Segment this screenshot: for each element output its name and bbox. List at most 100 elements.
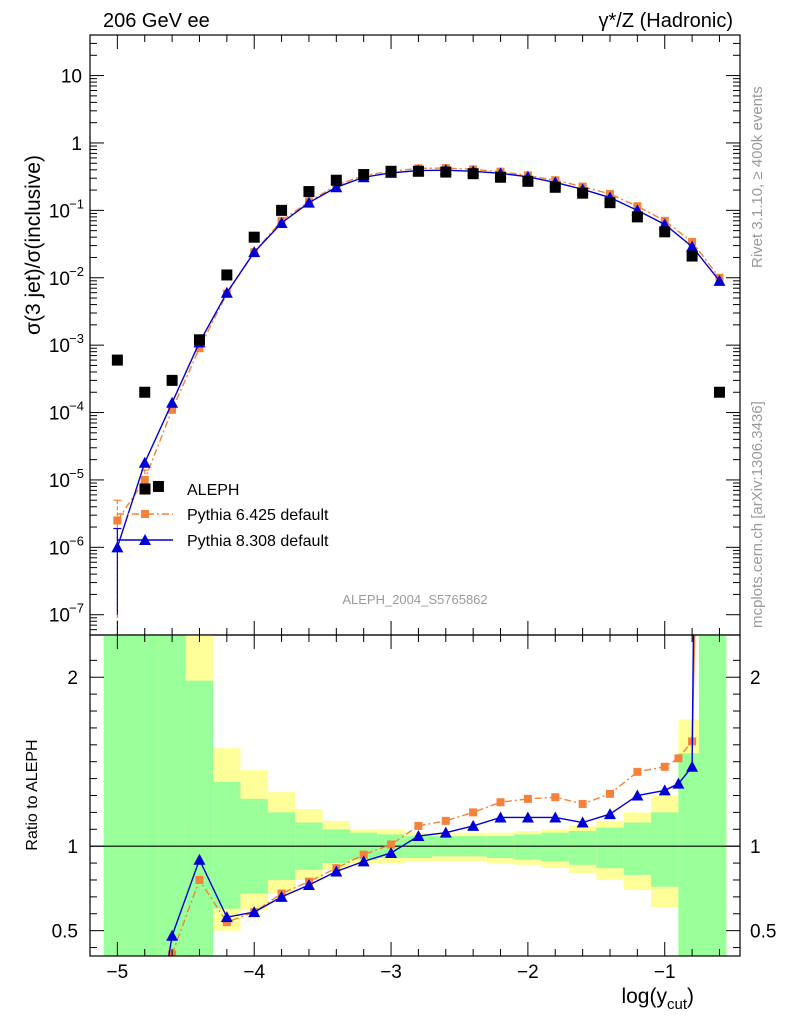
- pythia6-ratio-point: [523, 794, 532, 803]
- aleph-point: [221, 269, 233, 281]
- pythia6-point: [113, 516, 122, 525]
- aleph-point: [193, 334, 205, 346]
- pythia6-ratio-point: [469, 808, 478, 817]
- ratio-y-tick-label: 2: [67, 668, 78, 689]
- main-plot-marks: [111, 164, 726, 635]
- aleph-point: [276, 204, 288, 216]
- ratio-y-tick-label: 1: [67, 837, 78, 858]
- pythia8-ratio-point: [521, 811, 534, 823]
- ratio-plot-marks: [90, 635, 740, 956]
- ratio-band-inner: [131, 635, 159, 956]
- aleph-point: [385, 165, 397, 177]
- ratio-band-inner: [596, 827, 624, 869]
- pythia8-ratio-point: [248, 906, 261, 918]
- main-y-tick-exponent: −2: [69, 264, 84, 279]
- ratio-band-inner: [698, 635, 727, 956]
- pythia6-ratio-point: [496, 798, 505, 807]
- aleph-point: [577, 187, 589, 199]
- aleph-point: [166, 374, 178, 386]
- aleph-point: [631, 211, 643, 223]
- pythia8-point: [138, 456, 151, 468]
- pythia8-ratio-point: [686, 760, 699, 772]
- ratio-x-tick-label: −5: [107, 962, 129, 983]
- legend: ALEPH Pythia 6.425 default Pythia 8.308 de…: [117, 482, 329, 550]
- main-y-tick-exponent: −3: [69, 331, 84, 346]
- main-y-tick-exponent: −6: [69, 533, 84, 548]
- aleph-point: [522, 175, 534, 187]
- pythia6-ratio-point: [359, 850, 368, 859]
- legend-aleph-marker: [139, 483, 151, 495]
- pythia8-point: [166, 396, 179, 408]
- aleph-point: [248, 231, 260, 243]
- pythia8-ratio-point: [357, 855, 370, 867]
- ratio-band-inner: [678, 753, 699, 956]
- ratio-band-inner: [158, 635, 186, 956]
- pythia6-ratio-point: [660, 762, 669, 771]
- rivet-label: Rivet 3.1.10, ≥ 400k events: [749, 86, 766, 268]
- ratio-band-inner: [213, 781, 241, 909]
- x-axis-label-main: log(y: [621, 985, 667, 1008]
- ratio-y-tick-label: 0.5: [52, 922, 78, 943]
- main-y-tick-exponent: −1: [69, 196, 84, 211]
- ratio-y-tick-label-right: 2: [750, 668, 761, 689]
- legend-pythia6-marker: [141, 510, 149, 518]
- pythia6-point: [168, 405, 177, 414]
- pythia8-ratio-point: [193, 853, 206, 865]
- legend-entry-label: Pythia 6.425 default: [187, 507, 329, 524]
- pythia6-point: [195, 344, 204, 353]
- analysis-watermark: ALEPH_2004_S5765862: [342, 592, 487, 607]
- pythia8-ratio-tail: [691, 635, 695, 767]
- ratio-band-inner: [623, 822, 652, 875]
- pythia8-ratio-point: [385, 846, 398, 858]
- ratio-x-tick-label: −4: [243, 962, 265, 983]
- pythia6-ratio-point: [195, 875, 204, 884]
- main-y-tick-label: 10: [49, 538, 70, 559]
- aleph-point: [440, 166, 452, 178]
- main-y-tick-label: 1: [71, 134, 82, 155]
- aleph-point: [412, 165, 424, 177]
- ratio-x-tick-label: −2: [517, 962, 539, 983]
- ratio-uncertainty-bands: [103, 635, 727, 956]
- pythia6-ratio-point: [387, 840, 396, 849]
- pythia6-ratio-point: [606, 789, 614, 798]
- pythia6-line: [116, 167, 721, 521]
- aleph-point: [111, 354, 123, 366]
- pythia6-ratio-point: [222, 918, 231, 927]
- pythia8-ratio-point: [302, 879, 315, 891]
- aleph-point: [467, 168, 479, 180]
- pythia8-ratio-point: [412, 830, 425, 842]
- main-y-tick-exponent: −4: [69, 399, 84, 414]
- legend-pythia8-marker: [139, 534, 151, 545]
- ratio-band-inner: [486, 836, 515, 859]
- aleph-point: [358, 169, 370, 181]
- header-right: γ*/Z (Hadronic): [599, 10, 733, 32]
- pythia6-point: [140, 475, 149, 484]
- ratio-axis-ticks: 0.5 0.5 1 1 2 2 −5 −4 −3 −2 −1: [52, 635, 776, 983]
- pythia8-ratio-point: [494, 811, 507, 823]
- pythia6-ratio-line: [171, 740, 693, 955]
- pythia8-ratio-point: [672, 777, 685, 789]
- main-y-tick-label: 10: [49, 201, 70, 222]
- pythia6-ratio-point: [414, 821, 423, 830]
- main-y-tick-label: 10: [61, 67, 82, 88]
- pythia8-point: [248, 246, 261, 258]
- x-axis-label-tail: ): [687, 985, 694, 1008]
- pythia8-ratio-point: [439, 826, 452, 838]
- ratio-band-inner: [568, 830, 597, 865]
- ratio-band-inner: [541, 832, 569, 862]
- pythia8-ratio-point: [576, 816, 589, 828]
- ratio-band-inner: [185, 680, 214, 956]
- pythia8-ratio-point: [220, 911, 233, 923]
- pythia8-point: [302, 196, 315, 208]
- pythia8-ratio-point: [467, 819, 480, 831]
- ratio-band-inner: [404, 836, 433, 859]
- pythia8-ratio-point: [604, 808, 616, 820]
- pythia6-ratio-point: [578, 799, 587, 808]
- ratio-band-inner: [651, 812, 679, 887]
- ratio-y-axis-label: Ratio to ALEPH: [24, 739, 41, 850]
- ratio-y-tick-label-right: 1: [750, 837, 761, 858]
- pythia8-point: [330, 181, 343, 193]
- aleph-point: [303, 186, 315, 198]
